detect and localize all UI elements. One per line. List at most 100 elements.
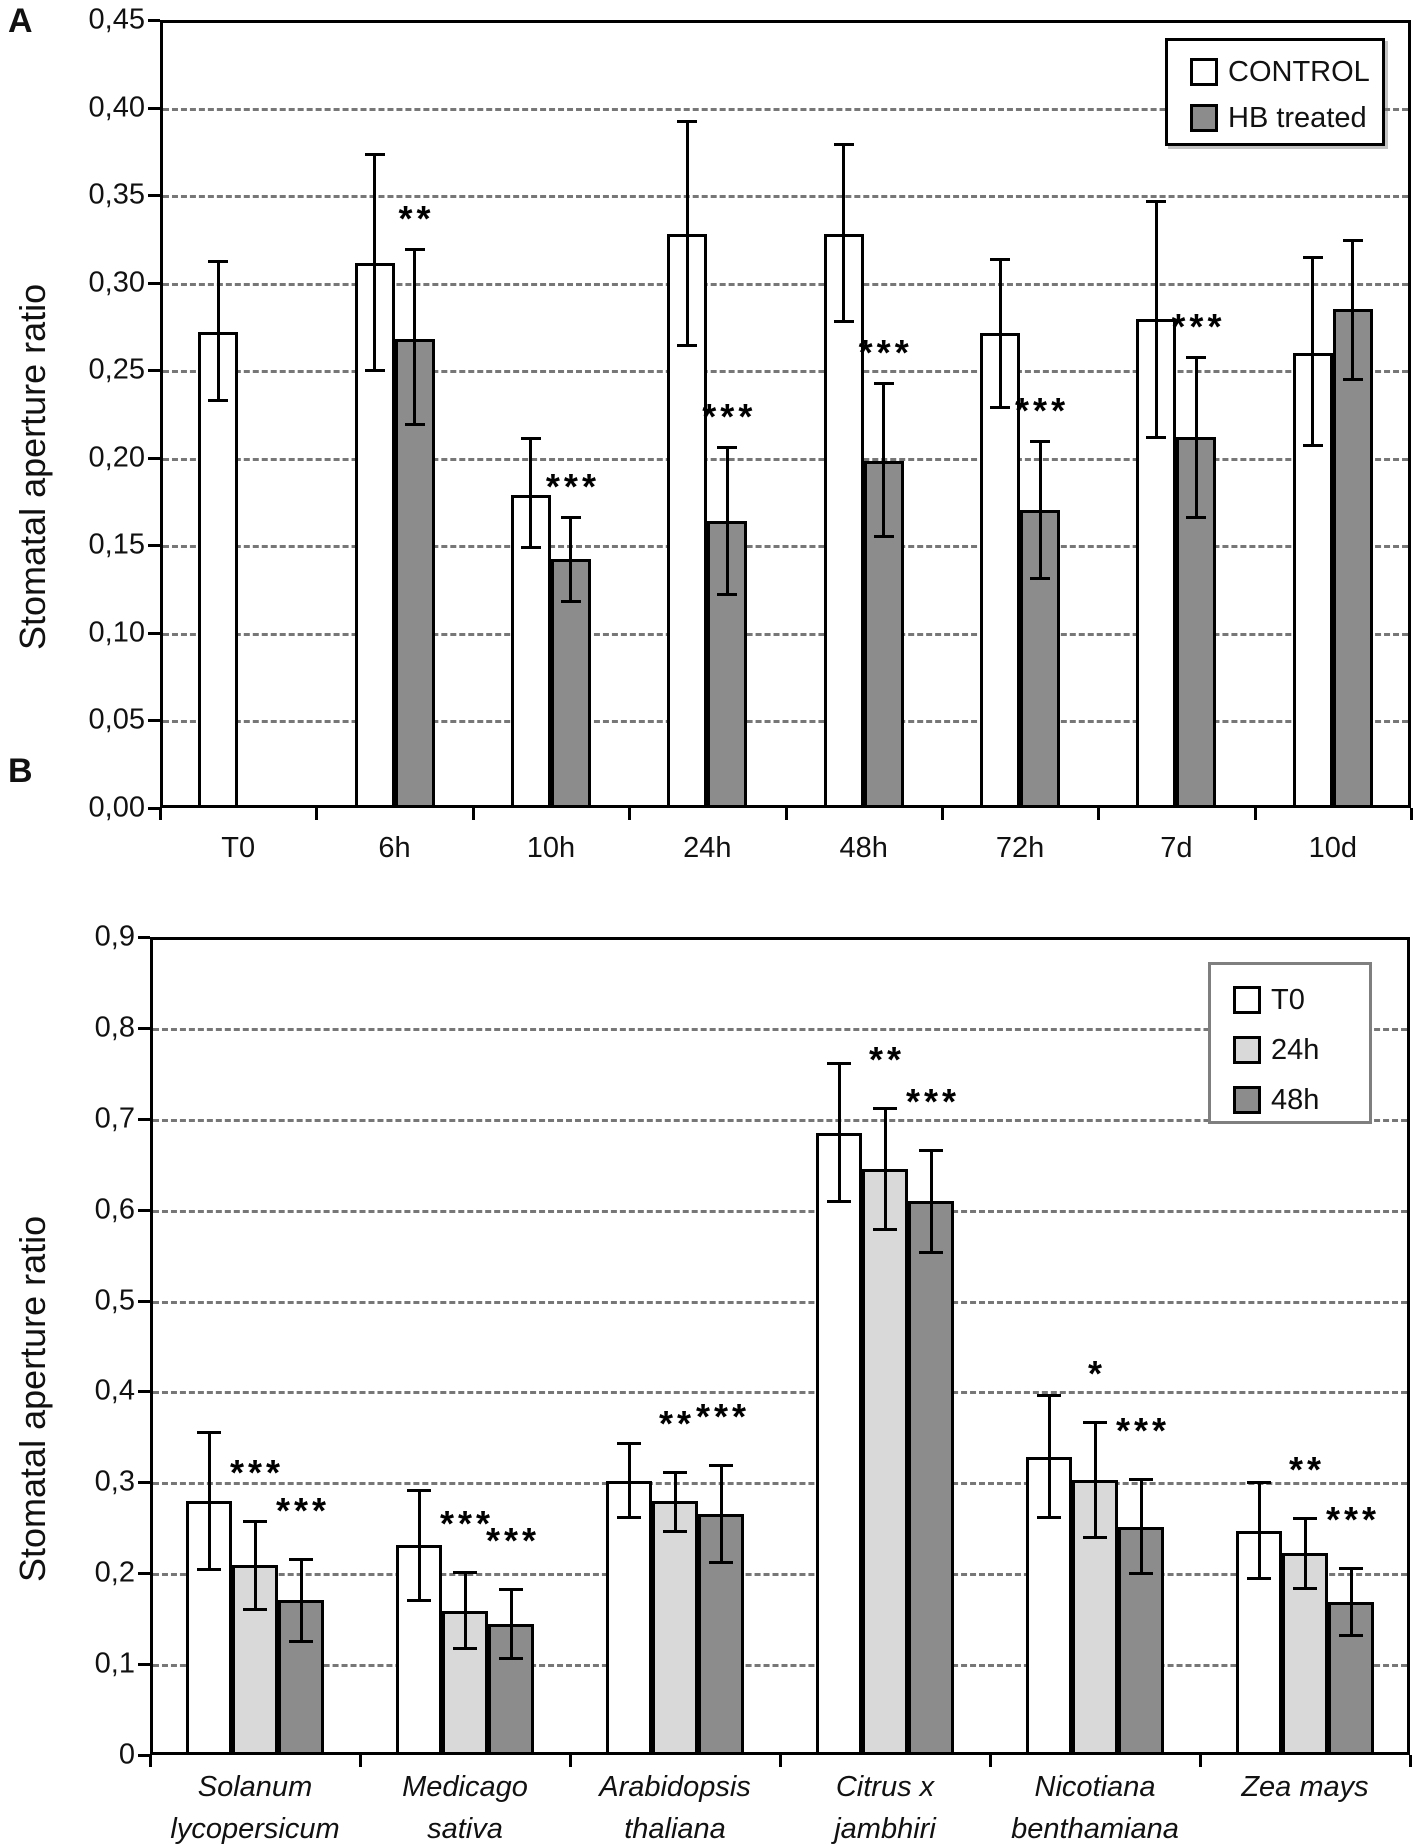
legend-item-24h: 24h	[1211, 1025, 1369, 1075]
x-category-label-line: jambhiri	[834, 1813, 936, 1844]
error-bar	[569, 515, 573, 604]
error-bar-cap-bottom	[1037, 1515, 1061, 1519]
error-bar-cap-top	[1083, 1421, 1107, 1425]
error-bar-cap-top	[1293, 1516, 1317, 1520]
x-category-label: 7d	[1160, 832, 1193, 864]
x-tick-mark-7	[1253, 808, 1257, 820]
y-tick-mark-0,05	[148, 719, 160, 723]
gridline-0.35	[163, 195, 1408, 199]
error-bar	[1257, 1480, 1261, 1580]
y-tick-mark-0,30	[148, 281, 160, 285]
bar-t0-citrus-x-jambhiri	[816, 1133, 862, 1755]
significance-stars: **	[1288, 1448, 1326, 1490]
significance-stars: ***	[439, 1503, 495, 1545]
bar-24h-arabidopsis-thaliana	[652, 1501, 698, 1755]
legend-label: CONTROL	[1228, 55, 1370, 88]
error-bar-cap-top	[560, 515, 581, 519]
error-bar-cap-bottom	[453, 1646, 477, 1650]
significance-stars: ***	[1325, 1498, 1381, 1540]
x-category-label: 10d	[1308, 832, 1358, 864]
error-bar	[253, 1519, 257, 1612]
y-tick-mark-0,20	[148, 456, 160, 460]
error-bar-cap-top	[243, 1519, 267, 1523]
error-bar-cap-bottom	[677, 344, 698, 348]
error-bar-cap-top	[1302, 256, 1323, 260]
error-bar-cap-bottom	[827, 1200, 851, 1204]
x-tick-mark-4	[989, 1755, 992, 1767]
y-tick-mark-0,40	[148, 106, 160, 110]
legend-item-control: CONTROL	[1168, 49, 1382, 95]
error-bar-cap-bottom	[990, 405, 1011, 409]
error-bar-cap-bottom	[663, 1530, 687, 1534]
error-bar	[1351, 238, 1355, 381]
y-tick-mark-0,7	[138, 1117, 150, 1121]
gridline-0.40	[163, 107, 1408, 111]
error-bar	[1194, 356, 1198, 520]
y-tick-label-0,35: 0,35	[88, 178, 145, 211]
legend-item-t0: T0	[1211, 975, 1369, 1025]
legend-label: 24h	[1271, 1033, 1320, 1066]
y-tick-label-0,25: 0,25	[88, 353, 145, 386]
x-category-label: 48h	[839, 832, 888, 864]
gridline-0.60	[153, 1209, 1407, 1213]
x-category-label-line: Citrus x	[835, 1771, 935, 1803]
error-bar-cap-top	[717, 445, 738, 449]
error-bar-cap-top	[919, 1148, 943, 1152]
error-bar-cap-bottom	[289, 1640, 313, 1644]
bar-24h-citrus-x-jambhiri	[862, 1168, 908, 1755]
error-bar	[725, 445, 729, 597]
significance-stars: ***	[905, 1080, 961, 1122]
error-bar-cap-top	[990, 258, 1011, 262]
x-category-label-line: benthamiana	[1011, 1813, 1179, 1844]
y-tick-mark-0,4	[138, 1390, 150, 1394]
error-bar	[998, 258, 1002, 409]
gridline-0.30	[163, 282, 1408, 286]
error-bar-cap-bottom	[1030, 577, 1051, 581]
error-bar-cap-bottom	[520, 545, 541, 549]
significance-stars: **	[398, 197, 435, 239]
y-tick-label-0,6: 0,6	[94, 1193, 135, 1226]
gridline-0.05	[163, 720, 1408, 724]
error-bar	[685, 119, 689, 348]
x-category-label-line: Nicotiana	[1034, 1771, 1156, 1803]
legend-label: 48h	[1271, 1083, 1320, 1116]
x-tick-mark-5	[940, 808, 944, 820]
y-tick-label-0,00: 0,00	[88, 791, 145, 824]
legend-swatch-hb-treated	[1190, 104, 1218, 132]
error-bar-cap-top	[663, 1470, 687, 1474]
x-category-label-line: Zea mays	[1241, 1771, 1369, 1803]
error-bar-cap-top	[1146, 200, 1167, 204]
panel-b-letter: B	[8, 752, 33, 790]
significance-stars: ***	[858, 332, 913, 374]
significance-stars: ***	[485, 1519, 541, 1561]
y-tick-label-0,5: 0,5	[94, 1284, 135, 1317]
x-tick-mark-0	[149, 1755, 152, 1767]
error-bar-cap-bottom	[873, 535, 894, 539]
x-category-label: Arabidopsis thaliana	[599, 1766, 751, 1844]
error-bar	[1139, 1477, 1143, 1576]
bar-hb-treated-10d	[1332, 308, 1373, 808]
error-bar-cap-top	[453, 1571, 477, 1575]
error-bar	[1093, 1421, 1097, 1539]
error-bar	[842, 142, 846, 323]
significance-stars: *	[1087, 1353, 1107, 1395]
y-tick-label-0,1: 0,1	[94, 1647, 135, 1680]
error-bar-cap-top	[873, 1106, 897, 1110]
error-bar-cap-bottom	[717, 593, 738, 597]
y-tick-label-0,4: 0,4	[94, 1374, 135, 1407]
x-category-label-line: sativa	[427, 1813, 503, 1844]
bar-control-72h	[980, 333, 1021, 808]
error-bar-cap-bottom	[919, 1251, 943, 1255]
y-tick-mark-0,3	[138, 1481, 150, 1485]
error-bar	[417, 1488, 421, 1603]
x-tick-mark-5	[1199, 1755, 1202, 1767]
x-category-label: Medicago sativa	[402, 1766, 528, 1844]
x-category-label: 10h	[526, 832, 576, 864]
y-tick-mark-0,9	[138, 936, 150, 939]
gridline-0.50	[153, 1300, 1407, 1304]
error-bar-cap-top	[617, 1442, 641, 1446]
legend-item-hb-treated: HB treated	[1168, 95, 1382, 141]
y-tick-mark-0,1	[138, 1663, 150, 1667]
gridline-0.25	[163, 370, 1408, 374]
gridline-0.20	[163, 457, 1408, 461]
